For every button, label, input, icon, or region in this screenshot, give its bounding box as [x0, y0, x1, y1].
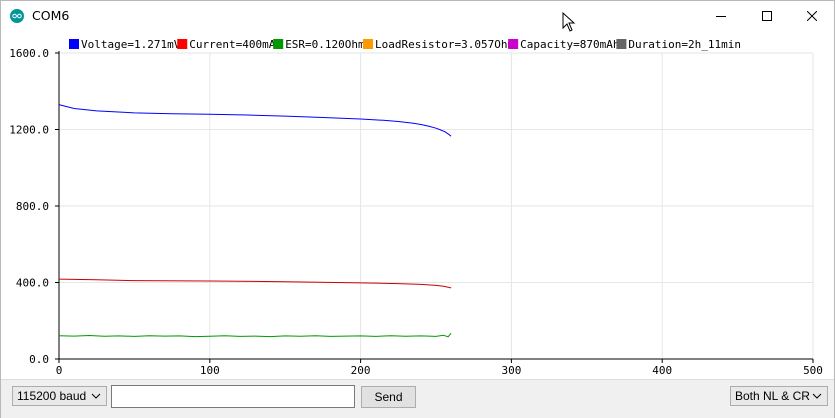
legend-label: Capacity=870mAh — [520, 38, 619, 51]
window-title: COM6 — [32, 8, 70, 23]
close-icon — [807, 11, 817, 21]
legend-swatch — [69, 39, 79, 49]
x-tick-label: 200 — [351, 364, 371, 377]
y-tick-label: 400.0 — [16, 277, 49, 290]
y-tick-label: 800.0 — [16, 200, 49, 213]
legend-label: Voltage=1.271mV — [81, 38, 181, 51]
minimize-button[interactable] — [698, 1, 744, 31]
series-line — [58, 332, 452, 338]
x-tick-label: 500 — [803, 364, 823, 377]
maximize-icon — [762, 11, 772, 21]
x-tick-label: 400 — [652, 364, 672, 377]
legend-swatch — [508, 39, 519, 49]
y-tick-label: 1200.0 — [9, 124, 49, 137]
x-tick-label: 300 — [501, 364, 521, 377]
legend-swatch — [616, 39, 627, 49]
chevron-down-icon — [91, 393, 101, 399]
series-line — [58, 278, 452, 289]
x-tick-label: 0 — [56, 364, 63, 377]
title-bar: COM6 — [1, 1, 834, 31]
serial-plot: 0 100 200 300 400 500 0.0 400.0 800.0 1200.0 1600.… — [9, 38, 823, 377]
serial-input[interactable] — [111, 385, 355, 408]
x-tick-label: 100 — [200, 364, 220, 377]
legend-swatch — [363, 39, 373, 49]
legend-swatch — [273, 39, 284, 49]
send-button[interactable]: Send — [361, 386, 416, 408]
legend-label: Current=400mA — [189, 38, 275, 51]
chevron-down-icon — [812, 393, 822, 399]
close-button[interactable] — [789, 1, 835, 31]
y-tick-label: 1600.0 — [9, 47, 49, 60]
legend-label: LoadResistor=3.057Ohm — [375, 38, 514, 51]
line-ending-value: Both NL & CR — [735, 389, 810, 403]
mouse-pointer-icon — [562, 11, 576, 36]
legend-swatch — [177, 39, 188, 49]
legend-label: ESR=0.120Ohm — [285, 38, 365, 51]
line-ending-select[interactable]: Both NL & CR — [730, 386, 828, 406]
arduino-icon — [10, 9, 24, 23]
series-line — [58, 104, 452, 137]
baud-rate-select[interactable]: 115200 baud — [12, 386, 107, 406]
maximize-button[interactable] — [744, 1, 790, 31]
baud-rate-value: 115200 baud — [17, 389, 87, 403]
legend-label: Duration=2h_11min — [628, 38, 741, 51]
minimize-icon — [716, 16, 726, 17]
y-tick-label: 0.0 — [29, 353, 49, 366]
